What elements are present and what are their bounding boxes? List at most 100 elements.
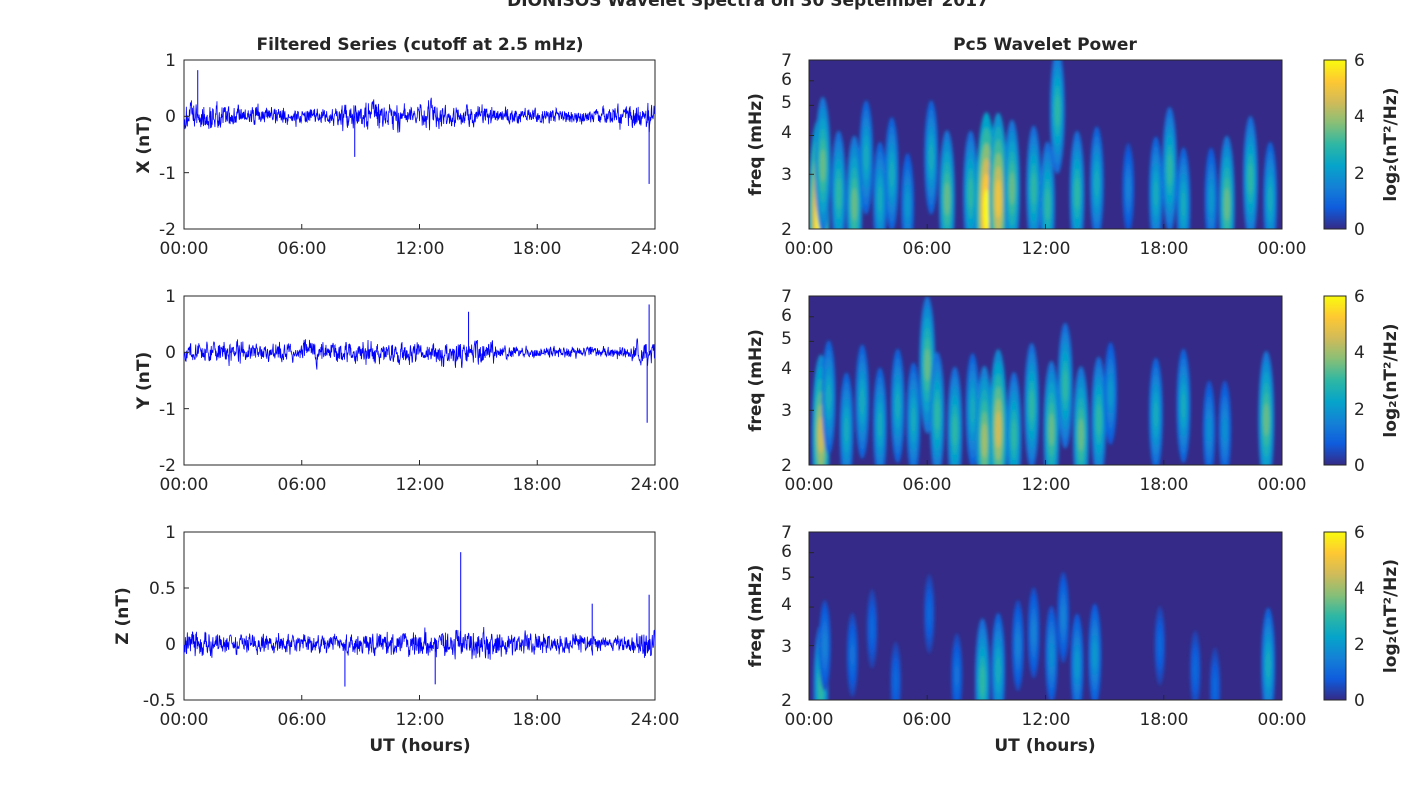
z-wavelet-xtick-label: 00:00: [1258, 710, 1307, 730]
y-wavelet-burst: [1263, 403, 1269, 437]
z-series-xlabel: UT (hours): [369, 736, 470, 756]
y-wavelet-burst: [1181, 391, 1186, 421]
x-wavelet-burst: [1267, 184, 1273, 214]
y-wavelet-xtick-label: 12:00: [1022, 475, 1071, 495]
y-wavelet-bursts: [811, 296, 1275, 465]
z-wavelet-burst: [893, 669, 898, 693]
x-wavelet-burst: [1009, 172, 1015, 205]
y-wavelet-ytick-label: 3: [781, 401, 792, 421]
x-series-ytick-label: 1: [165, 51, 176, 71]
y-series-xtick-label: 18:00: [513, 475, 562, 495]
x-wavelet-burst: [1224, 187, 1230, 221]
y-series-ytick-label: 1: [165, 287, 176, 307]
y-wavelet-xtick-label: 00:00: [785, 475, 834, 495]
x-wavelet-burst: [1208, 185, 1214, 213]
x-wavelet-xtick-label: 12:00: [1022, 239, 1071, 259]
x-wavelet-burst: [1074, 178, 1080, 210]
x-wavelet-burst: [928, 142, 934, 172]
x-wavelet-burst: [877, 184, 883, 214]
y-wavelet-burst: [859, 387, 865, 417]
x-series-line: [183, 97, 656, 133]
y-series-ylabel: Y (nT): [134, 352, 154, 410]
y-wavelet-xtick-label: 00:00: [1258, 475, 1307, 495]
y-colorbar-tick-label: 6: [1354, 287, 1365, 307]
y-wavelet-burst: [911, 405, 916, 435]
z-wavelet-xlabel: UT (hours): [994, 736, 1095, 756]
left-column-title: Filtered Series (cutoff at 2.5 mHz): [256, 35, 583, 55]
figure-title: DIONISOS Wavelet Spectra on 30 September…: [507, 0, 989, 11]
y-series-ytick-label: -2: [159, 456, 176, 476]
z-series-ytick-label: 0: [165, 635, 176, 655]
z-wavelet-burst: [1157, 634, 1162, 658]
x-series-xtick-label: 06:00: [278, 239, 327, 259]
x-series-xtick-label: 12:00: [396, 239, 445, 259]
x-colorbar-tick-label: 0: [1354, 220, 1365, 240]
x-wavelet-xtick-label: 06:00: [903, 239, 952, 259]
y-colorbar: [1323, 295, 1347, 466]
z-wavelet-ytick-label: 4: [781, 595, 792, 615]
y-wavelet-burst: [1108, 379, 1113, 407]
x-wavelet-burst: [1247, 163, 1253, 195]
z-wavelet-burst: [1049, 641, 1054, 669]
x-series-ylabel: X (nT): [134, 115, 154, 173]
z-series-xtick-label: 12:00: [396, 710, 445, 730]
y-series-axes: [183, 295, 656, 466]
z-wavelet-ytick-label: 5: [781, 565, 792, 585]
z-wavelet-burst: [1060, 604, 1066, 631]
z-wavelet-burst: [979, 665, 985, 697]
y-wavelet-burst: [952, 414, 958, 446]
y-wavelet-burst: [1048, 413, 1054, 447]
x-colorbar-tick-label: 4: [1354, 107, 1365, 127]
y-colorbar-tick-label: 4: [1354, 343, 1365, 363]
y-wavelet-burst: [1222, 416, 1228, 443]
x-wavelet-burst: [1126, 175, 1131, 202]
x-wavelet-ylabel: freq (mHz): [746, 93, 766, 196]
x-wavelet-burst: [863, 142, 869, 172]
x-wavelet-ytick-label: 3: [781, 165, 792, 185]
y-wavelet-burst: [970, 395, 975, 425]
z-series-xtick-label: 18:00: [513, 710, 562, 730]
x-series-xtick-label: 00:00: [160, 239, 209, 259]
y-colorbar-tick-label: 0: [1354, 456, 1365, 476]
y-wavelet-burst: [1206, 416, 1212, 443]
y-wavelet-ytick-label: 6: [781, 306, 792, 326]
z-colorbar: [1323, 531, 1347, 701]
y-series-xtick-label: 24:00: [631, 475, 680, 495]
y-wavelet-burst: [995, 411, 1001, 449]
z-colorbar-tick-label: 0: [1354, 691, 1365, 711]
x-wavelet-burst: [968, 178, 974, 210]
z-series-ytick-label: 0.5: [149, 579, 176, 599]
x-wavelet-burst: [905, 190, 910, 218]
z-series-xtick-label: 24:00: [631, 710, 680, 730]
x-series-ytick-label: -2: [159, 220, 176, 240]
y-series-ytick-label: -1: [159, 400, 176, 420]
z-wavelet-burst: [1193, 658, 1198, 682]
z-wavelet-panel: freq (mHz) 7 6 5 4 3 2 00:00 06:00 12:00…: [746, 523, 1401, 756]
y-series-ytick-label: 0: [165, 343, 176, 363]
y-wavelet-burst: [1011, 419, 1017, 451]
y-wavelet-burst: [1062, 370, 1068, 402]
x-wavelet-xtick-label: 18:00: [1140, 239, 1189, 259]
z-wavelet-xtick-label: 00:00: [785, 710, 834, 730]
x-colorbar-label: log₂(nT²/Hz): [1381, 87, 1401, 201]
y-wavelet-burst: [924, 348, 930, 382]
z-wavelet-axes: [809, 532, 1282, 700]
y-wavelet-ytick-label: 5: [781, 329, 792, 349]
z-series-xtick-label: 06:00: [278, 710, 327, 730]
y-wavelet-xtick-label: 18:00: [1140, 475, 1189, 495]
z-wavelet-burst: [822, 633, 828, 659]
z-wavelet-burst: [927, 602, 932, 626]
z-colorbar-tick-label: 4: [1354, 579, 1365, 599]
y-wavelet-burst: [818, 416, 824, 454]
y-wavelet-ytick-label: 4: [781, 359, 792, 379]
x-wavelet-ytick-label: 2: [781, 220, 792, 240]
x-wavelet-ytick-label: 7: [781, 51, 792, 71]
x-series-panel: X (nT) 1 0 -1 -2 00:00 06:00 12:00 18:00…: [134, 51, 680, 259]
y-colorbar-label: log₂(nT²/Hz): [1381, 323, 1401, 437]
y-colorbar-tick-label: 2: [1354, 400, 1365, 420]
y-series-xtick-label: 00:00: [160, 475, 209, 495]
x-wavelet-xtick-label: 00:00: [1258, 239, 1307, 259]
z-colorbar-tick-label: 6: [1354, 523, 1365, 543]
z-wavelet-ylabel: freq (mHz): [746, 565, 766, 668]
z-wavelet-burst: [1212, 675, 1218, 699]
